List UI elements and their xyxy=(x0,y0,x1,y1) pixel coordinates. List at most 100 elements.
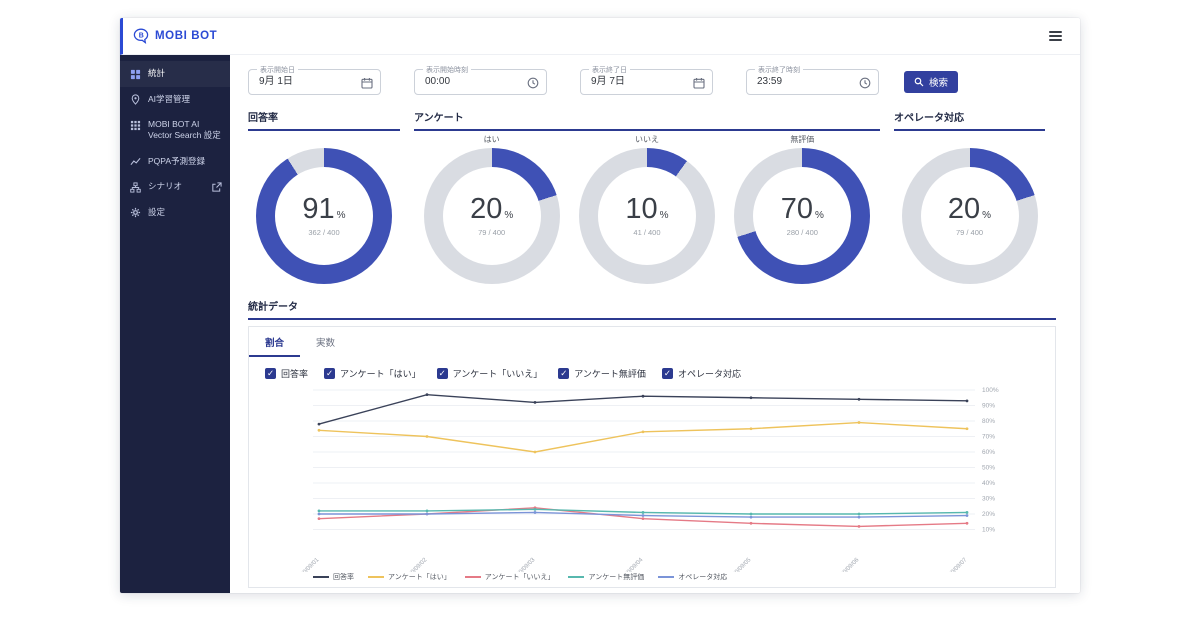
legend-item[interactable]: アンケート無評価 xyxy=(568,572,644,582)
donut-fraction: 79 / 400 xyxy=(955,228,984,237)
sidebar-item-label: 統計 xyxy=(148,68,166,78)
svg-text:20%: 20% xyxy=(982,511,995,518)
donut-sublabel: 無評価 xyxy=(790,135,815,144)
donut-fraction: 79 / 400 xyxy=(478,228,506,237)
sidebar-item-pqpa[interactable]: PQPA予測登録 xyxy=(120,149,230,175)
donut-value: 20 xyxy=(947,193,981,225)
logo[interactable]: B MOBI BOT xyxy=(133,28,217,44)
hamburger-menu-icon[interactable] xyxy=(1045,27,1066,45)
grid-icon xyxy=(130,69,141,79)
donut-fraction: 280 / 400 xyxy=(786,228,818,237)
checkbox-response-rate[interactable]: 回答率 xyxy=(265,367,308,380)
checkbox-checked-icon[interactable] xyxy=(661,368,673,379)
calendar-icon[interactable] xyxy=(361,76,373,94)
sidebar-item-label: AI学習管理 xyxy=(148,93,191,104)
start-date-label: 表示開始日 xyxy=(257,65,298,75)
series-checkboxes: 回答率 アンケート「はい」 アンケート「いいえ」 アンケート無評価 オペレータ対… xyxy=(265,367,1055,380)
logo-text: MOBI BOT xyxy=(155,30,218,42)
start-time-field[interactable]: 表示開始時刻 00:00 xyxy=(414,65,547,95)
stats-title: 統計データ xyxy=(248,298,1056,320)
sidebar-item-ai-learning[interactable]: AI学習管理 xyxy=(120,87,230,113)
legend-item[interactable]: アンケート「はい」 xyxy=(368,572,451,582)
donut-value: 10 xyxy=(625,193,658,225)
legend-color-line xyxy=(568,576,585,578)
start-time-value[interactable]: 00:00 xyxy=(425,76,451,87)
sidebar-item-vector-search[interactable]: MOBI BOT AI Vector Search 設定 xyxy=(120,112,230,149)
section-survey: アンケート はい 20% 79 / 400 xyxy=(414,109,880,284)
end-date-field[interactable]: 表示終了日 9月 7日 xyxy=(580,65,713,95)
svg-text:2020/09/07: 2020/09/07 xyxy=(943,557,969,572)
section-title: 回答率 xyxy=(248,109,400,131)
svg-text:2020/09/04: 2020/09/04 xyxy=(619,557,645,572)
search-button[interactable]: 検索 xyxy=(904,71,959,93)
svg-text:80%: 80% xyxy=(982,418,995,425)
checkbox-checked-icon[interactable] xyxy=(558,368,570,379)
clock-icon[interactable] xyxy=(527,76,539,94)
checkbox-survey-unrated[interactable]: アンケート無評価 xyxy=(558,367,646,380)
checkbox-checked-icon[interactable] xyxy=(265,368,276,379)
svg-text:2020/09/05: 2020/09/05 xyxy=(727,557,753,572)
end-date-value[interactable]: 9月 7日 xyxy=(591,76,625,87)
clock-icon[interactable] xyxy=(859,76,871,94)
checkbox-checked-icon[interactable] xyxy=(324,368,336,379)
donut-chart-survey-yes: 20% 79 / 400 xyxy=(423,148,560,284)
donut-item-response-rate: 91% 362 / 400 xyxy=(249,131,399,284)
main-content: 表示開始日 9月 1日 表示開始時刻 00:00 表示終了日 9月 7日 表示終… xyxy=(230,55,1080,593)
start-date-field[interactable]: 表示開始日 9月 1日 xyxy=(248,65,381,95)
svg-text:2020/09/02: 2020/09/02 xyxy=(403,557,429,572)
donut-unit: % xyxy=(982,210,992,221)
section-title: オペレータ対応 xyxy=(894,109,1045,131)
donut-item-operator: 20% 79 / 400 xyxy=(895,131,1045,284)
svg-text:70%: 70% xyxy=(982,434,995,441)
donut-sublabel xyxy=(249,131,399,145)
end-date-label: 表示終了日 xyxy=(589,65,630,75)
legend-item[interactable]: 回答率 xyxy=(313,572,354,582)
stats-panel: 割合 実数 回答率 アンケート「はい」 アンケート「いいえ」 アンケート無評価 … xyxy=(248,326,1056,588)
checkbox-checked-icon[interactable] xyxy=(436,368,448,379)
checkbox-label: アンケート「はい」 xyxy=(340,369,421,379)
sidebar-item-label: シナリオ xyxy=(148,181,183,192)
tab-ratio[interactable]: 割合 xyxy=(249,327,301,357)
sidebar-item-statistics[interactable]: 統計 xyxy=(120,61,230,87)
donut-fraction: 362 / 400 xyxy=(308,228,340,237)
svg-text:B: B xyxy=(139,32,144,39)
svg-text:100%: 100% xyxy=(982,387,999,394)
line-chart-area: 100% 90% 80% 70% 60% 50% 40% 30% 20% 10% 2020/09/0… xyxy=(251,384,1055,572)
start-date-value[interactable]: 9月 1日 xyxy=(259,76,293,87)
donut-row: 回答率 91% 362 / 400 xyxy=(248,109,1056,284)
search-button-label: 検索 xyxy=(929,78,949,89)
svg-text:2020/09/06: 2020/09/06 xyxy=(835,557,861,572)
sidebar-item-label: PQPA予測登録 xyxy=(148,155,205,166)
mobibot-logo-icon: B xyxy=(133,28,149,44)
svg-text:60%: 60% xyxy=(982,449,995,456)
app-header: B MOBI BOT xyxy=(120,18,1080,55)
legend-label: オペレータ対応 xyxy=(678,574,728,581)
legend-item[interactable]: アンケート「いいえ」 xyxy=(464,572,554,582)
calendar-icon[interactable] xyxy=(693,76,705,94)
svg-text:50%: 50% xyxy=(982,465,995,472)
tab-count[interactable]: 実数 xyxy=(300,327,351,357)
flow-nodes-icon xyxy=(130,182,141,193)
end-time-field[interactable]: 表示終了時刻 23:59 xyxy=(746,65,879,95)
location-pin-icon xyxy=(131,94,140,105)
section-operator: オペレータ対応 20% 79 / 400 xyxy=(894,109,1045,284)
svg-text:2020/09/03: 2020/09/03 xyxy=(511,557,537,572)
end-time-value[interactable]: 23:59 xyxy=(757,76,783,87)
legend-label: アンケート「はい」 xyxy=(388,574,451,581)
checkbox-label: 回答率 xyxy=(281,369,309,379)
sidebar-item-settings[interactable]: 設定 xyxy=(120,200,230,226)
legend-item[interactable]: オペレータ対応 xyxy=(658,572,727,582)
checkbox-operator[interactable]: オペレータ対応 xyxy=(661,367,741,380)
legend-label: 回答率 xyxy=(333,574,354,581)
svg-text:10%: 10% xyxy=(982,527,995,534)
donut-item-survey-no: いいえ 10% 41 / 400 xyxy=(572,131,722,284)
checkbox-survey-no[interactable]: アンケート「いいえ」 xyxy=(436,367,542,380)
legend-color-line xyxy=(368,576,384,578)
chart-legend: 回答率 アンケート「はい」 アンケート「いいえ」 アンケート無評価 オペレータ対応 xyxy=(313,572,1055,582)
checkbox-label: オペレータ対応 xyxy=(677,369,741,379)
sidebar-item-scenario[interactable]: シナリオ xyxy=(120,174,230,200)
legend-color-line xyxy=(464,576,481,578)
checkbox-survey-yes[interactable]: アンケート「はい」 xyxy=(324,367,421,380)
line-chart: 100% 90% 80% 70% 60% 50% 40% 30% 20% 10% 2020/09/0… xyxy=(295,387,999,572)
donut-chart-response-rate: 91% 362 / 400 xyxy=(256,148,392,284)
